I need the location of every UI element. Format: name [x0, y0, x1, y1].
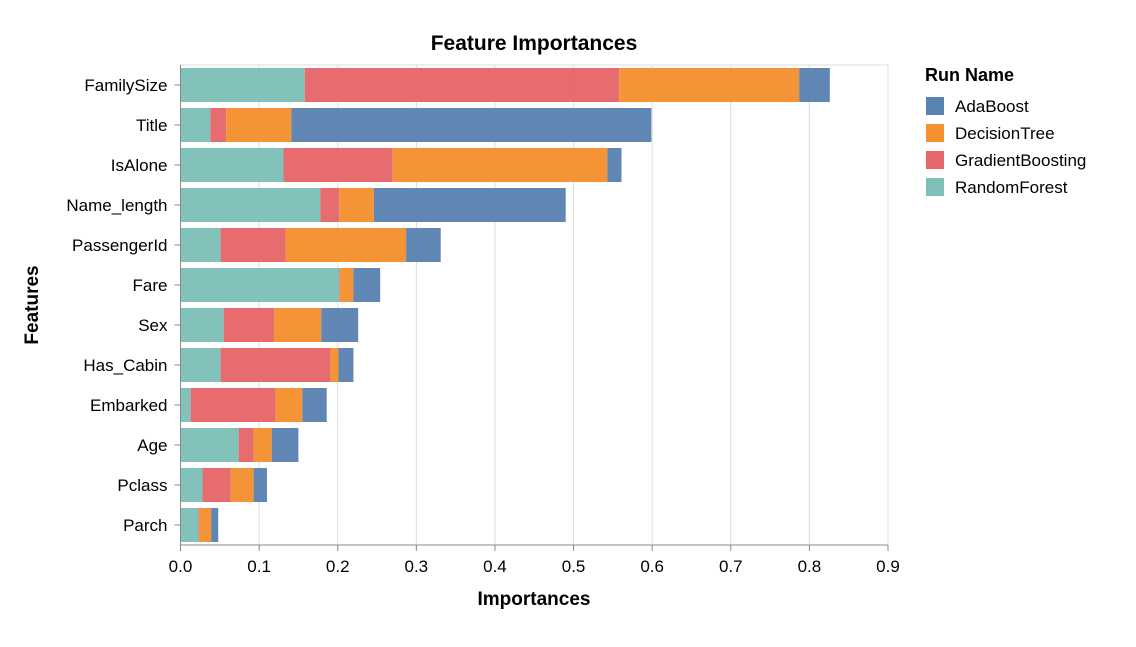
legend-title: Run Name — [925, 65, 1014, 85]
x-tick-label: 0.9 — [876, 557, 900, 576]
y-tick-label: PassengerId — [72, 236, 167, 255]
x-tick-label: 0.5 — [562, 557, 586, 576]
x-tick-label: 0.0 — [169, 557, 193, 576]
y-tick-label: Sex — [138, 316, 168, 335]
bar-Fare-DecisionTree — [340, 268, 354, 302]
bar-Has_Cabin-GradientBoosting — [220, 348, 331, 382]
y-axis-label: Features — [22, 265, 43, 344]
bar-IsAlone-DecisionTree — [392, 148, 608, 182]
legend-label-RandomForest: RandomForest — [955, 178, 1068, 197]
y-tick-label: Pclass — [117, 476, 167, 495]
bar-PassengerId-AdaBoost — [406, 228, 441, 262]
legend-label-GradientBoosting: GradientBoosting — [955, 151, 1086, 170]
bar-Embarked-GradientBoosting — [190, 388, 276, 422]
bar-Age-AdaBoost — [271, 428, 299, 462]
x-tick-label: 0.8 — [798, 557, 822, 576]
bar-Parch-AdaBoost — [211, 508, 219, 542]
bar-PassengerId-DecisionTree — [285, 228, 407, 262]
legend: Run Name AdaBoost DecisionTree GradientBoo… — [925, 65, 1086, 197]
bar-Age-RandomForest — [180, 428, 239, 462]
legend-label-DecisionTree: DecisionTree — [955, 124, 1055, 143]
bar-FamilySize-GradientBoosting — [304, 68, 620, 102]
bar-Name_length-AdaBoost — [373, 188, 566, 222]
x-tick-label: 0.1 — [247, 557, 271, 576]
x-axis-label: Importances — [478, 589, 591, 610]
x-tick-label: 0.2 — [326, 557, 350, 576]
y-tick-label: Name_length — [66, 196, 167, 215]
legend-label-AdaBoost: AdaBoost — [955, 97, 1029, 116]
bars — [180, 68, 830, 542]
bar-PassengerId-RandomForest — [180, 228, 221, 262]
legend-swatch-GradientBoosting — [926, 151, 944, 169]
x-tick-label: 0.3 — [405, 557, 429, 576]
y-tick-label: FamilySize — [84, 76, 167, 95]
bar-IsAlone-AdaBoost — [607, 148, 622, 182]
bar-Has_Cabin-DecisionTree — [330, 348, 339, 382]
bar-Parch-GradientBoosting — [198, 508, 200, 542]
y-tick-label: Embarked — [90, 396, 167, 415]
bar-Sex-GradientBoosting — [223, 308, 275, 342]
bar-Fare-AdaBoost — [353, 268, 381, 302]
axes: 0.0 0.1 0.2 0.3 0.4 0.5 0.6 0.7 0.8 0.9 FamilySize… — [66, 65, 900, 576]
x-tick-label: 0.7 — [719, 557, 743, 576]
bar-Sex-RandomForest — [180, 308, 224, 342]
bar-IsAlone-RandomForest — [180, 148, 284, 182]
bar-Pclass-DecisionTree — [230, 468, 254, 502]
bar-Embarked-DecisionTree — [275, 388, 303, 422]
bar-Title-AdaBoost — [291, 108, 652, 142]
chart-title: Feature Importances — [431, 32, 638, 55]
bar-Age-DecisionTree — [253, 428, 272, 462]
x-tick-label: 0.6 — [640, 557, 664, 576]
x-tick-label: 0.4 — [483, 557, 507, 576]
y-tick-label: Parch — [123, 516, 167, 535]
bar-Has_Cabin-AdaBoost — [338, 348, 354, 382]
bar-Age-GradientBoosting — [238, 428, 254, 462]
bar-Sex-DecisionTree — [274, 308, 322, 342]
bar-Pclass-AdaBoost — [253, 468, 267, 502]
legend-swatch-AdaBoost — [926, 97, 944, 115]
bar-Pclass-RandomForest — [180, 468, 203, 502]
bar-FamilySize-DecisionTree — [619, 68, 800, 102]
bar-Title-DecisionTree — [226, 108, 292, 142]
bar-Parch-DecisionTree — [199, 508, 212, 542]
bar-Name_length-DecisionTree — [339, 188, 374, 222]
bar-Fare-RandomForest — [180, 268, 340, 302]
bar-FamilySize-RandomForest — [180, 68, 305, 102]
bar-Embarked-AdaBoost — [302, 388, 327, 422]
legend-swatch-DecisionTree — [926, 124, 944, 142]
bar-Title-GradientBoosting — [210, 108, 227, 142]
bar-Fare-GradientBoosting — [339, 268, 341, 302]
y-tick-label: Has_Cabin — [83, 356, 167, 375]
y-tick-label: IsAlone — [111, 156, 168, 175]
y-tick-label: Title — [136, 116, 168, 135]
bar-Title-RandomForest — [180, 108, 211, 142]
bar-Parch-RandomForest — [180, 508, 199, 542]
bar-Name_length-GradientBoosting — [320, 188, 340, 222]
legend-swatch-RandomForest — [926, 178, 944, 196]
bar-PassengerId-GradientBoosting — [220, 228, 286, 262]
bar-Embarked-RandomForest — [180, 388, 191, 422]
y-tick-label: Fare — [133, 276, 168, 295]
bar-Name_length-RandomForest — [180, 188, 321, 222]
bar-IsAlone-GradientBoosting — [283, 148, 393, 182]
bar-Pclass-GradientBoosting — [202, 468, 231, 502]
bar-FamilySize-AdaBoost — [799, 68, 830, 102]
bar-Sex-AdaBoost — [321, 308, 359, 342]
bar-Has_Cabin-RandomForest — [180, 348, 221, 382]
y-tick-label: Age — [137, 436, 167, 455]
